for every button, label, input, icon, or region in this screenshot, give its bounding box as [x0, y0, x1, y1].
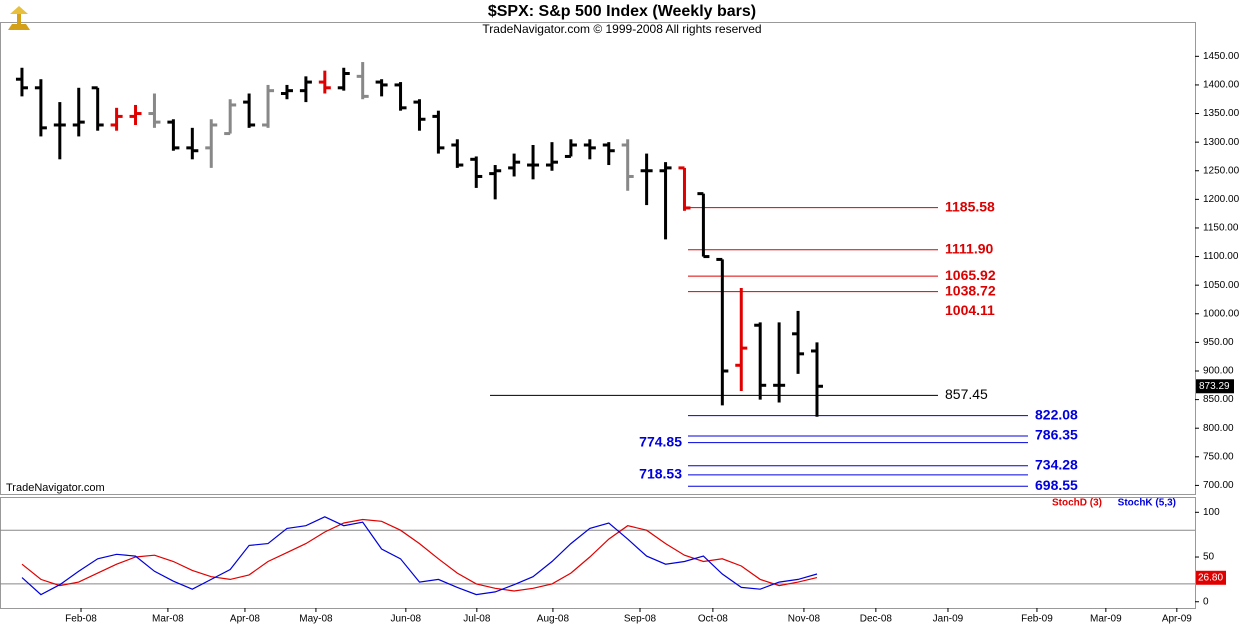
- y-tick-label: 950.00: [1203, 337, 1234, 348]
- y-tick-label: 1150.00: [1203, 223, 1239, 234]
- price-panel: [0, 22, 1196, 495]
- last-value-label: 26.80: [1198, 572, 1223, 583]
- y-tick-label: 750.00: [1203, 451, 1234, 462]
- y-tick-label: 700.00: [1203, 480, 1234, 491]
- legend-entry: StochK (5,3): [1118, 498, 1176, 509]
- chart-title: $SPX: S&p 500 Index (Weekly bars): [488, 3, 756, 20]
- level-label: 1038.72: [945, 282, 996, 298]
- level-label: 857.45: [945, 386, 988, 402]
- logo: [8, 6, 30, 30]
- y-tick-label: 1000.00: [1203, 308, 1240, 319]
- x-tick-label: Mar-08: [152, 614, 184, 625]
- y-tick-label: 850.00: [1203, 394, 1234, 405]
- y-tick-label: 1200.00: [1203, 194, 1240, 205]
- x-tick-label: May-08: [299, 614, 333, 625]
- x-tick-label: Feb-09: [1021, 614, 1053, 625]
- y-tick-label: 800.00: [1203, 423, 1234, 434]
- x-tick-label: Apr-09: [1162, 614, 1192, 625]
- legend-entry: StochD (3): [1052, 498, 1102, 509]
- stoch-line: [21, 516, 818, 596]
- x-tick-label: Jul-08: [463, 614, 491, 625]
- y-tick-label: 1350.00: [1203, 108, 1240, 119]
- y-tick-label: 900.00: [1203, 366, 1234, 377]
- y-tick-label: 50: [1203, 552, 1215, 563]
- x-tick-label: Nov-08: [788, 614, 821, 625]
- x-tick-label: Sep-08: [624, 614, 657, 625]
- y-tick-label: 100: [1203, 507, 1220, 518]
- y-tick-label: 1250.00: [1203, 165, 1240, 176]
- last-price-label: 873.29: [1199, 381, 1230, 392]
- x-tick-label: Feb-08: [65, 614, 97, 625]
- level-label: 1185.58: [945, 198, 995, 214]
- y-tick-label: 1400.00: [1203, 80, 1240, 91]
- level-label: 698.55: [1035, 477, 1078, 493]
- level-label: 1065.92: [945, 267, 996, 283]
- x-tick-label: Jun-08: [391, 614, 422, 625]
- y-tick-label: 1450.00: [1203, 51, 1240, 62]
- level-label: 734.28: [1035, 457, 1078, 473]
- x-tick-label: Jan-09: [933, 614, 964, 625]
- y-tick-label: 0: [1203, 596, 1209, 607]
- level-label: 1004.11: [945, 302, 995, 318]
- level-label: 1111.90: [945, 240, 994, 256]
- y-tick-label: 1050.00: [1203, 280, 1240, 291]
- watermark: TradeNavigator.com: [6, 482, 105, 494]
- level-label: 774.85: [639, 433, 682, 449]
- x-tick-label: Apr-08: [230, 614, 260, 625]
- y-tick-label: 1100.00: [1203, 251, 1239, 262]
- x-tick-label: Aug-08: [537, 614, 570, 625]
- x-tick-label: Oct-08: [698, 614, 728, 625]
- x-tick-label: Dec-08: [860, 614, 893, 625]
- stoch-line: [21, 518, 818, 592]
- last-price-box: [1196, 379, 1234, 394]
- level-label: 786.35: [1035, 427, 1078, 443]
- last-value-box: [1196, 570, 1226, 585]
- level-label: 718.53: [639, 466, 682, 482]
- level-label: 822.08: [1035, 406, 1078, 422]
- stoch-panel: [0, 497, 1196, 609]
- chart-subtitle: TradeNavigator.com © 1999-2008 All right…: [482, 22, 761, 36]
- x-tick-label: Mar-09: [1090, 614, 1122, 625]
- y-tick-label: 1300.00: [1203, 137, 1240, 148]
